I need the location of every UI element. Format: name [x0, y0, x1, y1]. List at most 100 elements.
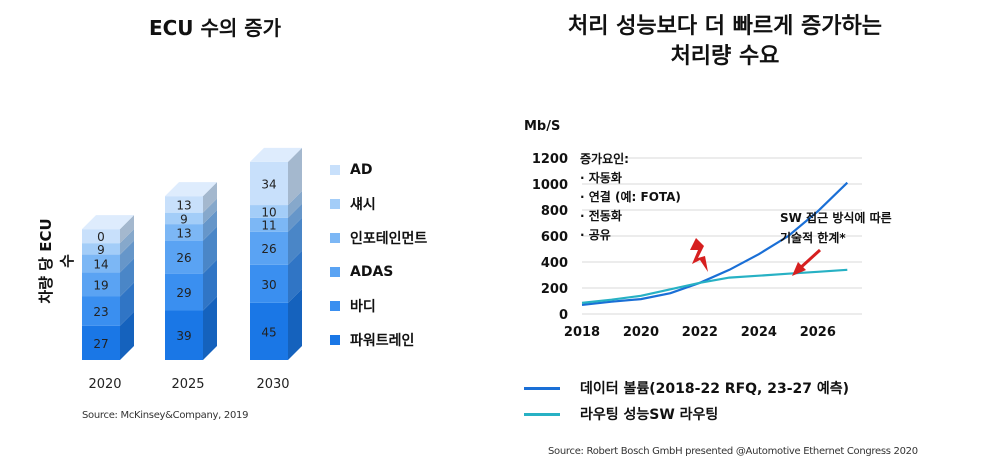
y-tick-label: 1000	[532, 178, 568, 193]
legend-label: 라우팅 성능SW 라우팅	[580, 407, 719, 423]
bar-segment	[82, 272, 120, 297]
bar-segment-side	[288, 250, 302, 303]
bar-value-label: 19	[93, 278, 108, 292]
legend-swatch	[330, 267, 340, 277]
legend-swatch	[330, 199, 340, 209]
bar-segment-side	[203, 182, 217, 213]
bar-segment-side	[288, 203, 302, 232]
line-chart: Mb/S 0 200 400 600 800 1000 1200 2018 2020 2022 202…	[524, 119, 862, 340]
growth-factors-note: 증가요인: · 자동화 · 연결 (예: FOTA) · 전동화 · 공유	[580, 150, 681, 245]
note-item: · 자동화	[580, 171, 622, 185]
bar-segment	[250, 161, 288, 206]
legend-label: 섀시	[350, 197, 376, 213]
bar-segment	[165, 212, 203, 225]
y-tick-label: 600	[541, 230, 568, 245]
legend-data-volume: 데이터 볼륨(2018-22 RFQ, 23-27 예측)	[524, 378, 849, 398]
y-tick-label: 0	[559, 308, 568, 323]
bar-value-label: 45	[261, 325, 276, 339]
right-title-line1: 처리 성능보다 더 빠르게 증가하는	[568, 14, 882, 39]
x-tick-label: 2020	[623, 325, 659, 340]
x-tick-label: 2024	[741, 325, 777, 340]
bar-value-label: 9	[97, 243, 105, 257]
x-tick-label: 2026	[800, 325, 836, 340]
bar-segment	[165, 310, 203, 360]
notes-title: 증가요인:	[580, 152, 629, 166]
right-source: Source: Robert Bosch GmbH presented @Aut…	[548, 446, 918, 457]
bar-segment-side	[120, 311, 134, 360]
bar-segment-side	[120, 240, 134, 273]
bar-value-label: 23	[93, 305, 108, 319]
bar-segment-side	[120, 229, 134, 255]
legend-label: 파워트레인	[350, 333, 415, 349]
legend-label: AD	[350, 162, 373, 178]
bar-segment	[165, 240, 203, 274]
lightning-arrow-icon	[690, 238, 708, 272]
callout-arrowhead-icon	[792, 262, 806, 276]
bar-value-label: 30	[261, 278, 276, 292]
bar-segment-side	[203, 198, 217, 225]
y-tick-label: 400	[541, 256, 568, 271]
bar-value-label: 11	[261, 219, 276, 233]
bar-segment	[165, 273, 203, 311]
bar-segment	[82, 254, 120, 273]
legend-label: 바디	[350, 299, 376, 315]
legend-line-blue	[524, 386, 560, 390]
bar-segment	[250, 217, 288, 232]
bar-segment-side	[288, 217, 302, 265]
legend-label: 인포테인먼트	[350, 231, 428, 247]
y-tick-label: 200	[541, 282, 568, 297]
bar-segment	[250, 302, 288, 360]
series-line	[581, 268, 848, 304]
bar-value-label: 34	[261, 177, 276, 191]
note-item: · 전동화	[580, 209, 622, 223]
bar-value-label: 14	[93, 257, 108, 271]
category-label: 2030	[256, 377, 289, 392]
legend-line-teal	[524, 412, 560, 416]
stacked-bar-chart: 2723191490202039292613913202545302611103…	[82, 147, 302, 392]
bar-value-label: 26	[261, 242, 276, 256]
note-item: · 연결 (예: FOTA)	[580, 190, 681, 204]
bar-segment	[250, 264, 288, 303]
callout-line2: 기술적 한계*	[780, 231, 846, 245]
bar-value-label: 10	[261, 205, 276, 219]
legend-item: 바디	[330, 296, 376, 316]
bar-segment-side	[203, 296, 217, 360]
bar-top-face	[82, 215, 134, 230]
legend-label: 데이터 볼륨(2018-22 RFQ, 23-27 예측)	[580, 381, 850, 397]
bar-segment-side	[120, 215, 134, 244]
left-chart-title: ECU 수의 증가	[148, 16, 282, 40]
legend-item: 인포테인먼트	[330, 228, 427, 248]
bar-segment-side	[288, 191, 302, 218]
left-source: Source: McKinsey&Company, 2019	[82, 410, 249, 421]
series-line	[581, 181, 849, 306]
bar-segment	[250, 205, 288, 218]
note-item: · 공유	[580, 228, 611, 242]
bar-segment-side	[203, 259, 217, 311]
bar-value-label: 13	[176, 226, 191, 240]
bar-segment-side	[203, 226, 217, 274]
y-tick-label: 800	[541, 204, 568, 219]
bar-segment	[165, 196, 203, 213]
legend-swatch	[330, 335, 340, 345]
legend-swatch	[330, 301, 340, 311]
callout-line1: SW 접근 방식에 따른	[780, 211, 892, 225]
bar-segment-side	[120, 282, 134, 326]
legend-swatch	[330, 233, 340, 243]
bar-segment	[250, 231, 288, 265]
y-axis-title: Mb/S	[524, 119, 560, 134]
bar-value-label: 27	[93, 337, 108, 351]
bar-segment	[82, 325, 120, 360]
bar-segment-side	[288, 147, 302, 206]
legend-item: 파워트레인	[330, 330, 414, 350]
bar-segment	[82, 243, 120, 255]
bar-segment	[165, 224, 203, 241]
category-label: 2020	[88, 377, 121, 392]
bar-segment	[82, 229, 120, 244]
bar-segment-side	[203, 210, 217, 241]
legend-item: 섀시	[330, 194, 376, 214]
bar-top-face	[165, 182, 217, 197]
bar-value-label: 29	[176, 286, 191, 300]
bar-value-label: 39	[176, 329, 191, 343]
sw-limit-callout: SW 접근 방식에 따른 기술적 한계*	[780, 208, 892, 248]
right-title-line2: 처리량 수요	[670, 44, 780, 69]
